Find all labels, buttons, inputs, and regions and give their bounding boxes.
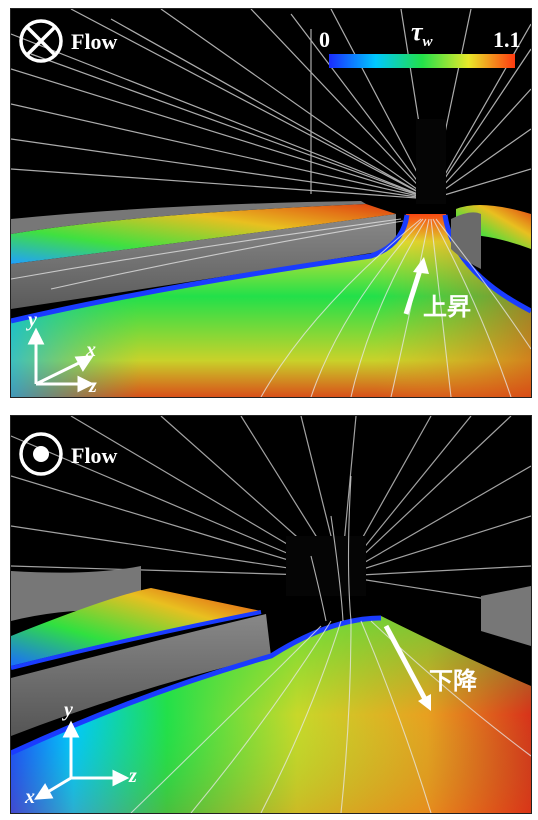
colorbar-max-label: 1.1	[493, 27, 521, 52]
colorbar-title: τw	[411, 17, 433, 51]
axis-label-x: x	[86, 339, 96, 361]
dot-circle-icon	[19, 432, 63, 476]
axis-triad-bottom	[34, 720, 130, 800]
flow-label-bottom: Flow	[71, 443, 118, 468]
flow-label: Flow	[71, 29, 118, 54]
axis-label-z-bottom: z	[129, 765, 137, 787]
axis-label-x-bottom: x	[25, 786, 35, 808]
axis-label-y-bottom: y	[64, 699, 73, 721]
axis-label-y: y	[28, 309, 37, 331]
rise-annotation: 上昇	[423, 293, 471, 321]
upward-arrow	[403, 266, 424, 315]
bottom-scene	[11, 416, 531, 813]
downward-arrow	[383, 624, 429, 703]
top-scene	[11, 9, 531, 397]
cross-circle-icon	[19, 19, 63, 63]
axis-triad-top	[27, 327, 95, 393]
bottom-panel: Flow 下降 y z x	[10, 415, 532, 814]
descent-annotation: 下降	[429, 667, 477, 695]
colorbar-min-label: 0	[319, 27, 330, 52]
top-panel: Flow 0 τw 1.1 上昇 y x z	[10, 8, 532, 398]
colorbar	[329, 54, 515, 68]
axis-label-z: z	[89, 375, 97, 397]
